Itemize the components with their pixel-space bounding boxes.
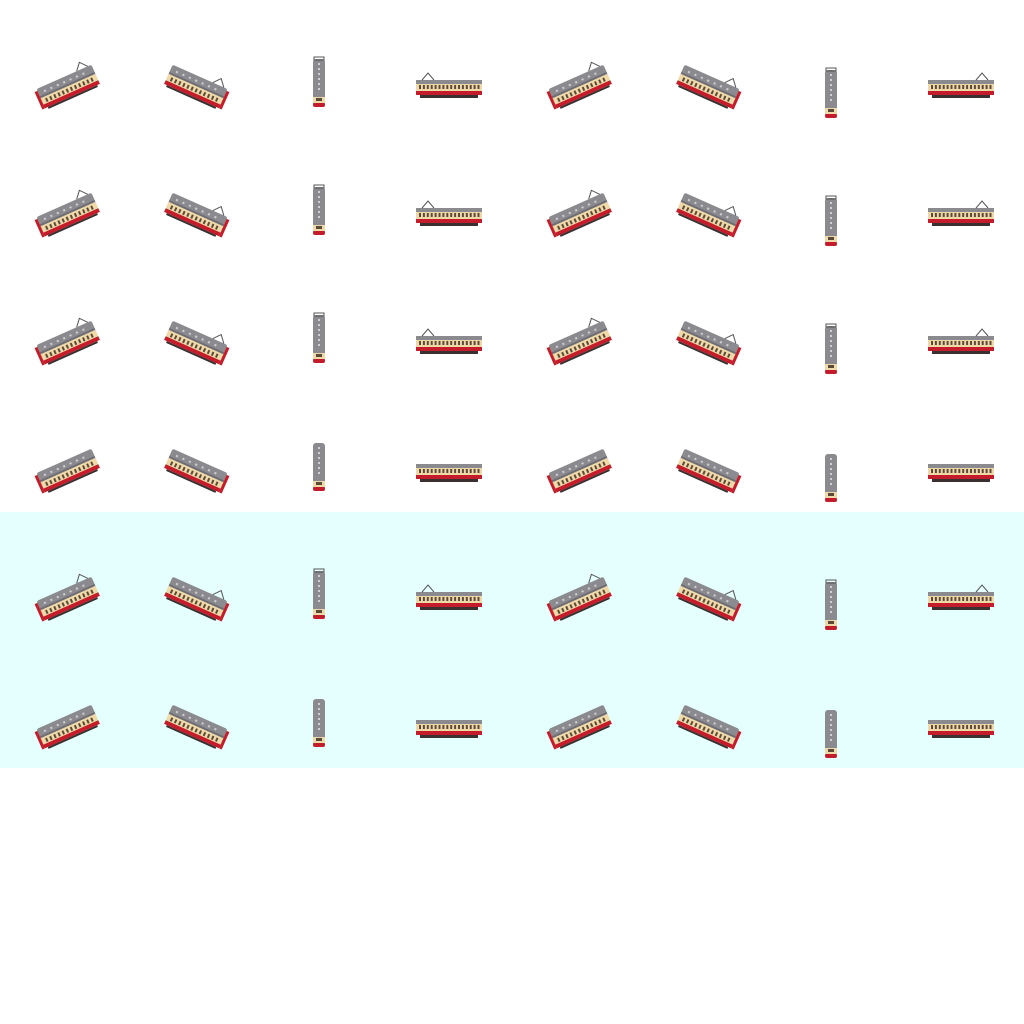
tram-sprite-ne (512, 0, 640, 128)
tram-sprite-se (640, 512, 768, 640)
tram-icon (313, 699, 325, 747)
tram-sprite-e (896, 256, 1024, 384)
tram-sprite-w (384, 128, 512, 256)
tram-sprite-e (896, 512, 1024, 640)
tram-icon (546, 61, 612, 110)
tram-icon (313, 56, 325, 107)
tram-icon (676, 449, 742, 494)
tram-icon (313, 184, 325, 235)
tram-icon (34, 705, 100, 750)
tram-icon (34, 61, 100, 110)
tram-icon (313, 312, 325, 363)
tram-sprite-s (768, 0, 896, 128)
tram-icon (825, 195, 837, 246)
tram-sprite-s (256, 384, 384, 512)
tram-icon (825, 323, 837, 374)
tram-icon (546, 317, 612, 366)
tram-icon (416, 200, 482, 226)
tram-icon (416, 584, 482, 610)
tram-sprite-s (256, 512, 384, 640)
tram-sprite-se (640, 640, 768, 768)
tram-sprite-s (256, 0, 384, 128)
tram-icon (34, 449, 100, 494)
tram-sprite-e (896, 0, 1024, 128)
tram-sprite-w (384, 640, 512, 768)
tram-sprite-ne (512, 384, 640, 512)
tram-sprite-ne (0, 256, 128, 384)
tram-sprite-s (256, 256, 384, 384)
tram-icon (928, 200, 994, 226)
tram-sprite-e (896, 640, 1024, 768)
tram-sprite-w (384, 0, 512, 128)
tram-icon (676, 577, 742, 622)
tram-sprite-se (128, 640, 256, 768)
tram-icon (164, 193, 230, 238)
tram-icon (164, 321, 230, 366)
tram-icon (164, 577, 230, 622)
tram-icon (546, 449, 612, 494)
tram-icon (313, 443, 325, 491)
tram-sprite-w (384, 256, 512, 384)
tram-icon (825, 67, 837, 118)
tram-sprite-s (768, 256, 896, 384)
tram-sprite-ne (512, 640, 640, 768)
tram-icon (416, 328, 482, 354)
tram-sprite-ne (0, 512, 128, 640)
tram-icon (676, 193, 742, 238)
tram-icon (928, 720, 994, 738)
tram-sprite-se (128, 512, 256, 640)
tram-sprite-s (768, 128, 896, 256)
tram-icon (164, 449, 230, 494)
tram-sprite-se (640, 384, 768, 512)
highlight-band (0, 640, 1024, 768)
tram-sprite-ne (512, 128, 640, 256)
tram-sprite-s (256, 128, 384, 256)
tram-sprite-ne (512, 256, 640, 384)
tram-icon (928, 72, 994, 98)
tram-icon (546, 573, 612, 622)
tram-icon (928, 464, 994, 482)
tram-icon (825, 454, 837, 502)
tram-icon (416, 72, 482, 98)
tram-sprite-se (128, 128, 256, 256)
tram-sprite-se (128, 0, 256, 128)
tram-icon (34, 189, 100, 238)
highlight-band (0, 512, 1024, 640)
tram-sprite-se (128, 384, 256, 512)
tram-icon (928, 584, 994, 610)
tram-icon (928, 328, 994, 354)
tram-icon (164, 65, 230, 110)
tram-sprite-w (384, 512, 512, 640)
tram-icon (825, 579, 837, 630)
tram-icon (34, 573, 100, 622)
tram-icon (676, 65, 742, 110)
tram-sprite-se (128, 256, 256, 384)
tram-icon (164, 705, 230, 750)
tram-sprite-ne (0, 0, 128, 128)
tram-sprite-s (256, 640, 384, 768)
tram-sprite-ne (0, 640, 128, 768)
tram-icon (676, 321, 742, 366)
tram-sprite-se (640, 128, 768, 256)
tram-sprite-s (768, 640, 896, 768)
tram-sprite-se (640, 256, 768, 384)
tram-icon (416, 464, 482, 482)
tram-icon (416, 720, 482, 738)
tram-sprite-ne (0, 128, 128, 256)
tram-sprite-e (896, 384, 1024, 512)
tram-icon (676, 705, 742, 750)
tram-sprite-s (768, 384, 896, 512)
tram-icon (34, 317, 100, 366)
tram-sprite-ne (512, 512, 640, 640)
tram-icon (546, 189, 612, 238)
tram-sprite-w (384, 384, 512, 512)
tram-icon (825, 710, 837, 758)
tram-sprite-e (896, 128, 1024, 256)
tram-icon (313, 568, 325, 619)
tram-sprite-se (640, 0, 768, 128)
tram-sprite-s (768, 512, 896, 640)
tram-sprite-ne (0, 384, 128, 512)
tram-icon (546, 705, 612, 750)
